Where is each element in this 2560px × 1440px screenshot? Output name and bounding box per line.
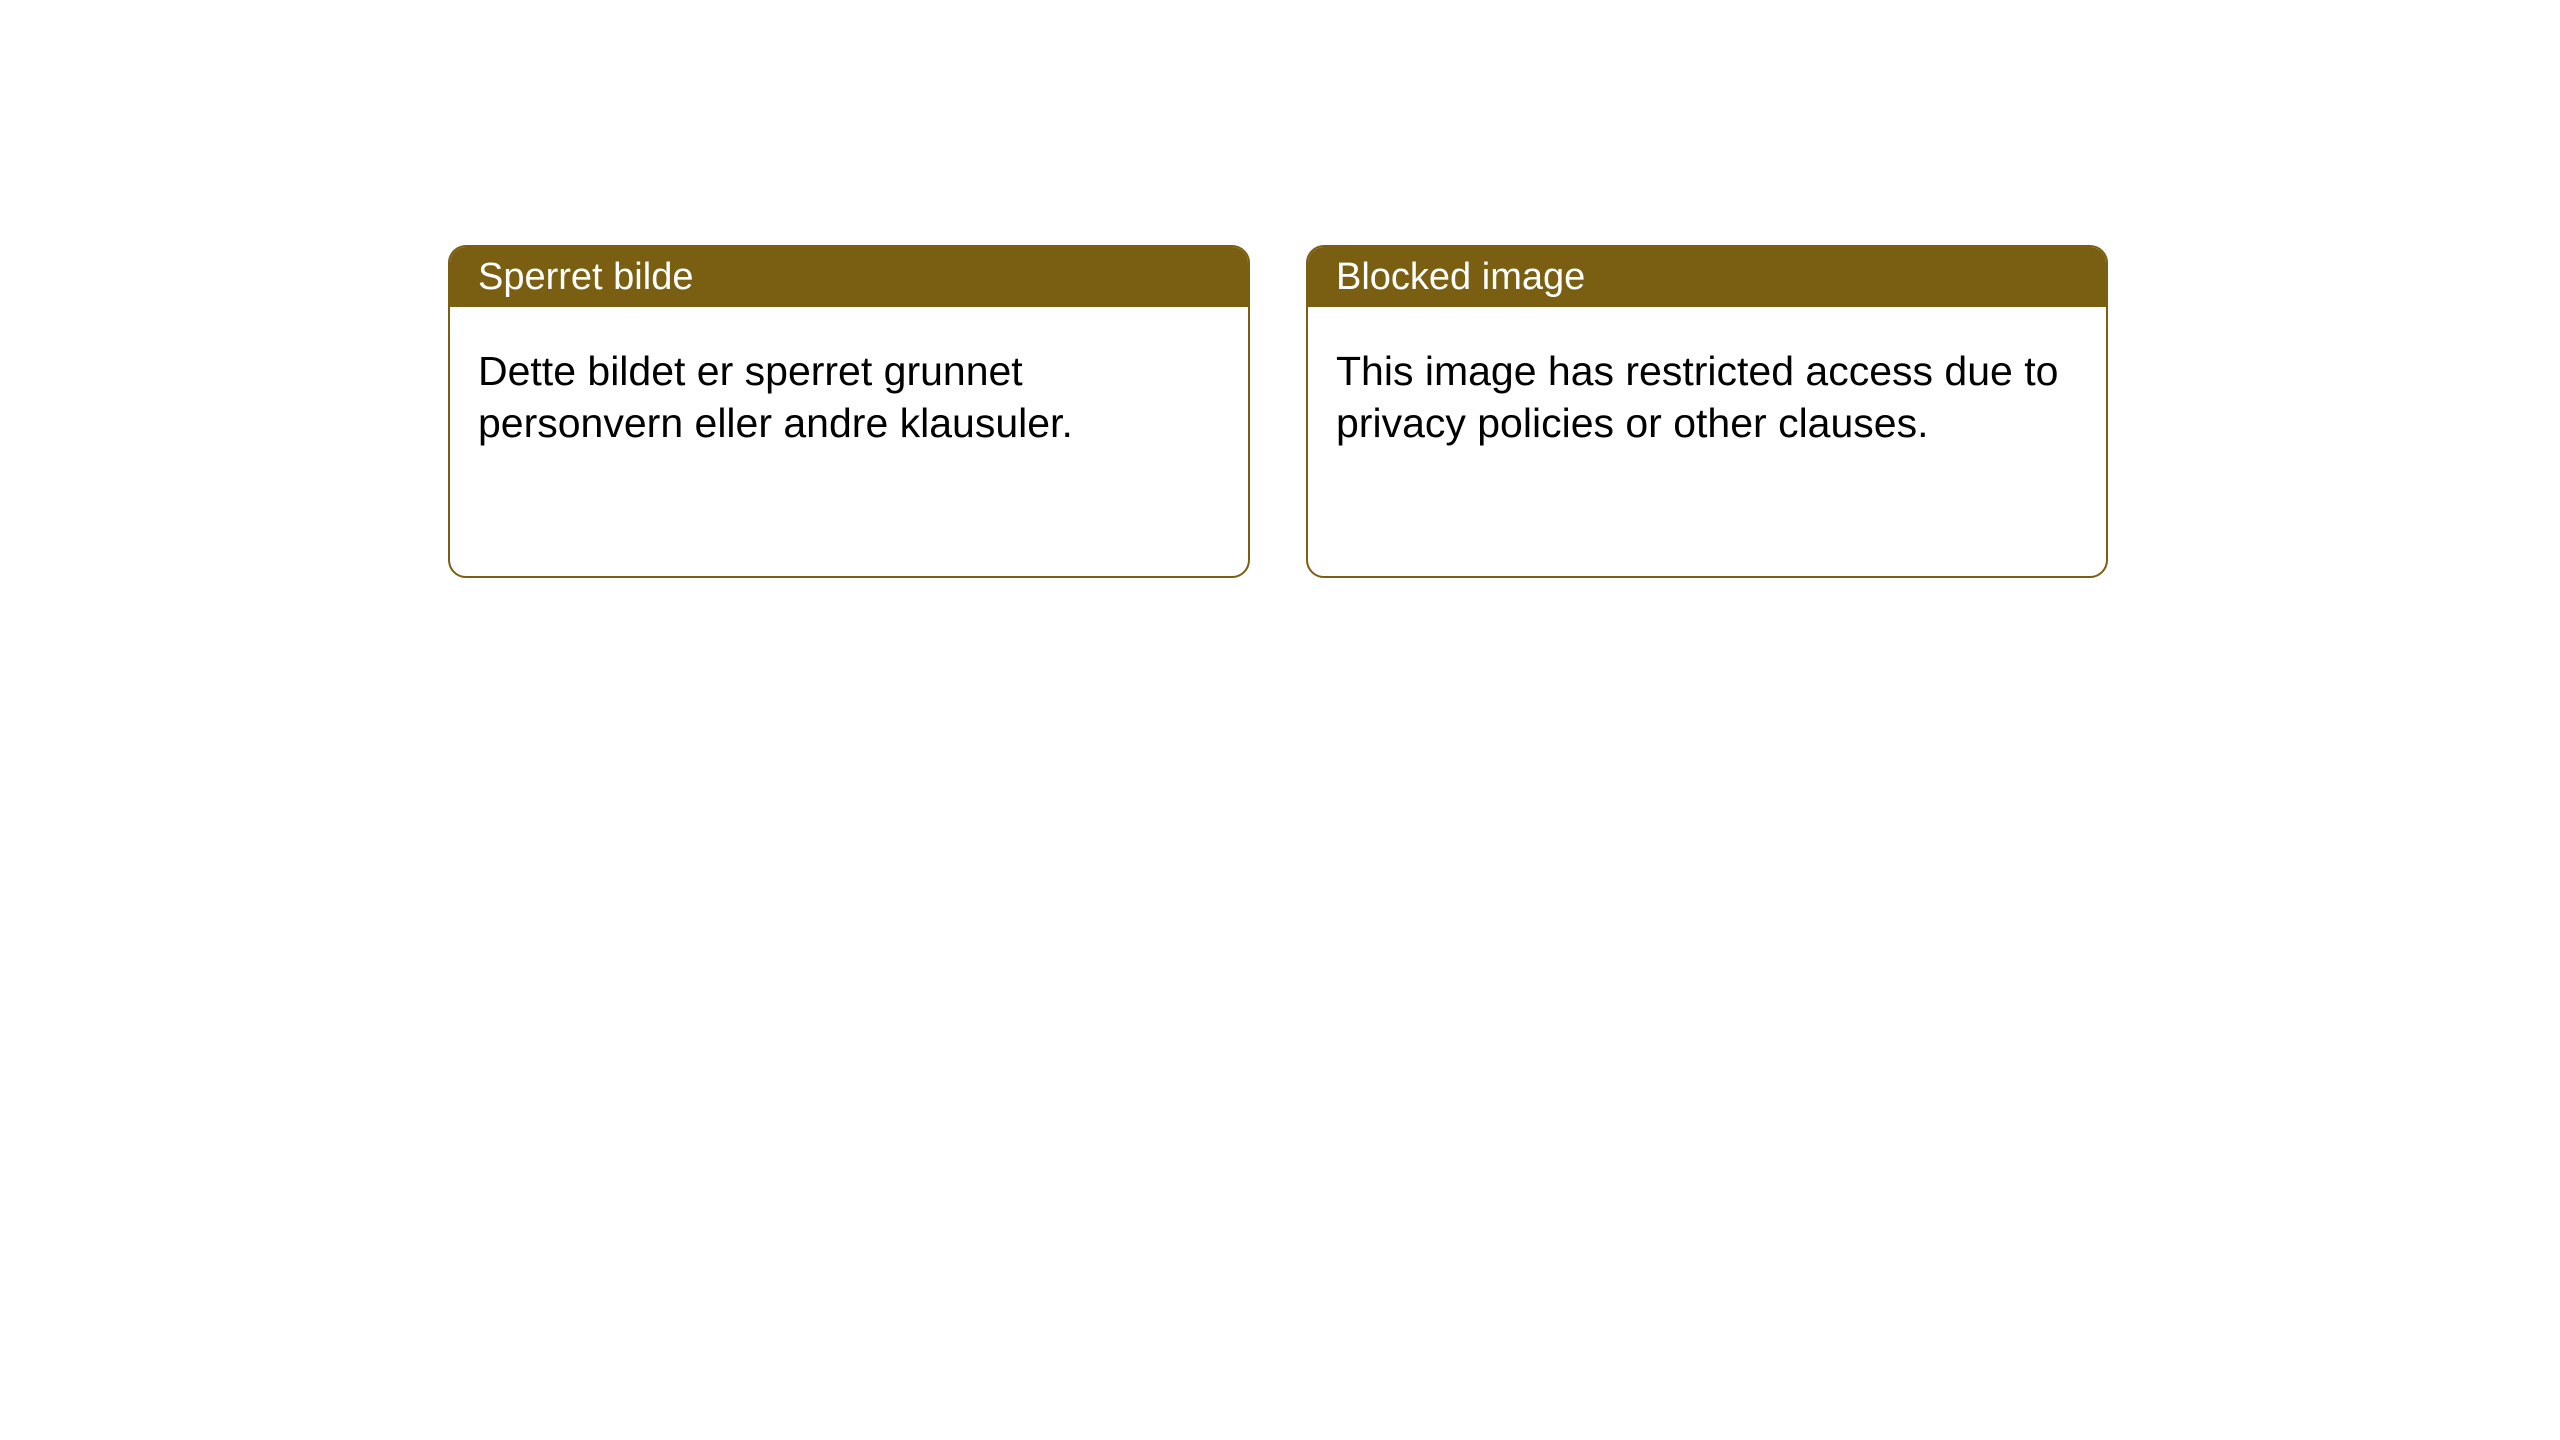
card-header: Blocked image	[1308, 247, 2106, 307]
card-title: Sperret bilde	[478, 256, 693, 299]
card-body: Dette bildet er sperret grunnet personve…	[450, 307, 1248, 477]
card-title: Blocked image	[1336, 256, 1585, 299]
card-header: Sperret bilde	[450, 247, 1248, 307]
card-text: Dette bildet er sperret grunnet personve…	[478, 345, 1220, 449]
cards-container: Sperret bilde Dette bildet er sperret gr…	[448, 245, 2560, 578]
card-norwegian: Sperret bilde Dette bildet er sperret gr…	[448, 245, 1250, 578]
card-body: This image has restricted access due to …	[1308, 307, 2106, 477]
card-text: This image has restricted access due to …	[1336, 345, 2078, 449]
card-english: Blocked image This image has restricted …	[1306, 245, 2108, 578]
